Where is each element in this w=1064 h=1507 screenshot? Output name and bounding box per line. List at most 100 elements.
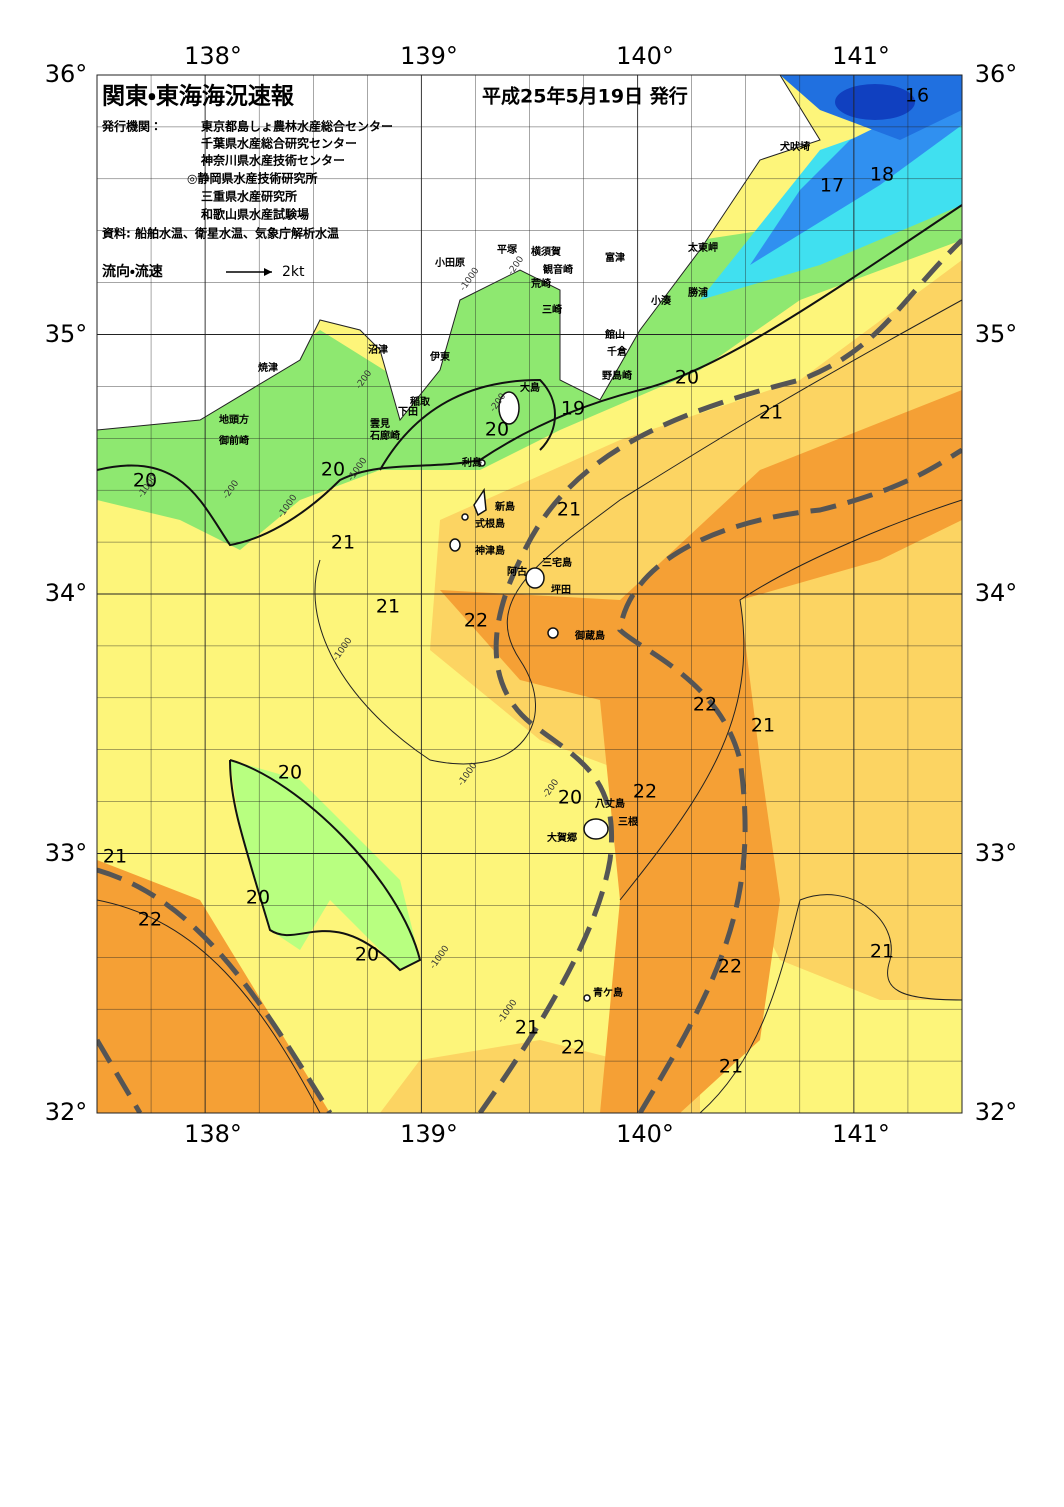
place-name: 式根島 [475, 517, 505, 530]
isotherm-label: 20 [355, 944, 379, 966]
place-name: 野島崎 [602, 369, 632, 382]
isotherm-label: 20 [321, 459, 345, 481]
publisher: 和歌山県水産試験場 [200, 207, 309, 222]
publisher: 東京都島しょ農林水産総合センター [201, 119, 393, 134]
isotherm-label: 21 [331, 532, 355, 554]
isotherm-label: 22 [464, 610, 488, 632]
isotherm-label: 20 [558, 787, 582, 809]
lat-label: 33° [45, 839, 88, 867]
isotherm-label: 21 [557, 499, 581, 521]
isotherm-label: 21 [751, 715, 775, 737]
isotherm-label: 20 [278, 762, 302, 784]
source: 資料: 船舶水温、衛星水温、気象庁解析水温 [102, 226, 339, 241]
place-name: 犬吠埼 [780, 140, 810, 153]
isotherm-label: 20 [133, 470, 157, 492]
isotherm-label: 20 [675, 367, 699, 389]
place-name: 観音崎 [543, 263, 573, 276]
place-name: 地頭方 [219, 413, 249, 426]
place-name: 石廊崎 [369, 429, 400, 442]
isotherm-label: 17 [820, 175, 844, 197]
legend-label: 流向・流速 [102, 263, 163, 280]
place-name: 阿古 [507, 565, 527, 578]
place-name: 三宅島 [542, 556, 572, 569]
place-name: 焼津 [258, 361, 278, 374]
lon-label: 138° [184, 42, 242, 70]
place-name: 横須賀 [531, 245, 561, 258]
isotherm-label: 18 [870, 164, 894, 186]
lon-label: 139° [400, 1120, 458, 1148]
place-name: 館山 [604, 328, 625, 341]
isotherm-label: 20 [485, 419, 509, 441]
lon-label: 139° [400, 42, 458, 70]
sea-22 [440, 390, 962, 1113]
isotherm-label: 21 [376, 596, 400, 618]
map-frame [96, 74, 963, 1114]
title: 関東・東海海況速報 [102, 83, 295, 110]
place-name: 青ケ島 [593, 986, 623, 999]
place-name: 三崎 [542, 303, 562, 316]
isotherm-label: 21 [719, 1056, 743, 1078]
place-name: 勝浦 [688, 286, 708, 299]
islands [449, 391, 609, 1002]
sea-cold-core [835, 84, 915, 120]
place-name: 伊東 [429, 350, 450, 363]
map-body [97, 75, 962, 1113]
current-axis [97, 238, 962, 1113]
lon-label: 140° [616, 42, 674, 70]
sea-20 [230, 760, 420, 970]
lon-label: 141° [832, 42, 890, 70]
grid [97, 75, 962, 1113]
land [97, 75, 821, 431]
isotherm-label: 19 [561, 398, 585, 420]
legend-arrowhead [264, 268, 272, 276]
place-name: 利島 [462, 456, 482, 469]
axis-labels: 138° 138° 139° 139° 140° 140° 141° 141° 36° 36° 35… [45, 42, 1018, 1148]
isotherm-label: 16 [905, 85, 929, 107]
place-name: 御前崎 [218, 434, 249, 447]
place-name: 新島 [494, 500, 515, 513]
isotherm-label: 22 [561, 1037, 585, 1059]
lon-label: 138° [184, 1120, 242, 1148]
place-name: 大賀郷 [547, 831, 577, 844]
place-name: 小田原 [434, 256, 465, 269]
isotherm-label: 22 [633, 781, 657, 803]
place-name: 雲見 [370, 418, 390, 430]
contour-lines [97, 299, 962, 1113]
place-name: 富津 [605, 251, 625, 264]
lat-label: 34° [45, 579, 88, 607]
publisher: 千葉県水産総合研究センター [201, 136, 357, 151]
lon-label: 140° [616, 1120, 674, 1148]
publisher-label: 発行機関： [101, 119, 162, 134]
isotherm-label: 21 [870, 941, 894, 963]
sea-22 [97, 860, 330, 1113]
place-name: 千倉 [607, 345, 628, 358]
lat-label: 36° [975, 60, 1018, 88]
isotherm-label: 21 [759, 402, 783, 424]
publisher: ◎静岡県水産技術研究所 [187, 171, 317, 186]
lat-label: 36° [45, 60, 88, 88]
place-name: 沼津 [368, 343, 388, 356]
lat-label: 35° [45, 320, 88, 348]
place-name: 荒崎 [530, 277, 551, 290]
place-name: 八丈島 [595, 797, 625, 810]
isotherm-label: 22 [138, 909, 162, 931]
place-name: 三根 [618, 815, 639, 828]
lat-label: 32° [975, 1098, 1018, 1126]
place-name: 小湊 [650, 294, 672, 307]
lat-label: 32° [45, 1098, 88, 1126]
lat-label: 33° [975, 839, 1018, 867]
isotherm-label: 21 [515, 1017, 539, 1039]
place-name: 平塚 [497, 243, 518, 256]
place-name: 稲取 [410, 395, 431, 408]
isotherm-label: 22 [693, 694, 717, 716]
place-name: 太東岬 [687, 241, 718, 254]
isotherm-label: 22 [718, 956, 742, 978]
issue-date: 平成25年5月19日 発行 [482, 85, 688, 108]
lat-label: 34° [975, 579, 1018, 607]
isotherm-label: 20 [246, 887, 270, 909]
place-name: 神津島 [474, 544, 505, 557]
legend-scale: 2kt [282, 264, 305, 280]
publisher: 神奈川県水産技術センター [200, 153, 345, 168]
